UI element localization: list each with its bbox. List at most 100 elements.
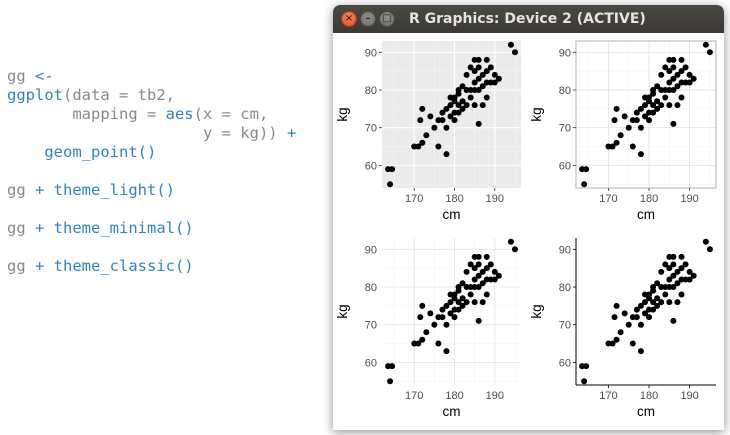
data-point <box>415 143 422 150</box>
x-tick-label: 170 <box>599 193 617 205</box>
y-tick-label: 80 <box>559 85 571 97</box>
data-point <box>682 64 689 71</box>
x-axis-title: cm <box>637 404 655 419</box>
data-point <box>479 83 486 90</box>
data-point <box>423 132 430 139</box>
y-tick-label: 60 <box>559 357 571 369</box>
data-point <box>650 102 657 109</box>
data-point <box>389 166 396 173</box>
y-axis-title: kg <box>529 304 544 318</box>
code-line: gg + theme_minimal() <box>7 219 194 238</box>
y-tick-label: 90 <box>559 47 571 59</box>
data-point <box>609 340 616 347</box>
data-point <box>459 83 466 90</box>
data-point <box>439 314 446 321</box>
plot-canvas: 170 180 190 60 70 80 90 cm kg 170 180 190 60 70 80 90 cm… <box>333 33 724 430</box>
data-point <box>431 124 438 131</box>
data-point <box>419 139 426 146</box>
data-point <box>674 299 681 306</box>
code-token: <- <box>35 67 54 85</box>
data-point <box>491 276 498 283</box>
data-point <box>678 56 685 63</box>
data-point <box>611 314 618 321</box>
code-token: aes <box>165 105 194 123</box>
data-point <box>479 299 486 306</box>
code-line: gg <- <box>7 67 54 86</box>
code-token: + theme_light() <box>35 181 175 199</box>
data-point <box>447 102 454 109</box>
data-point <box>646 94 653 101</box>
data-point <box>641 299 648 306</box>
data-point <box>419 105 426 112</box>
data-point <box>666 276 673 283</box>
x-tick-label: 190 <box>486 390 504 402</box>
data-point <box>471 276 478 283</box>
data-point <box>511 49 518 56</box>
data-point <box>435 340 442 347</box>
data-point <box>670 261 677 268</box>
data-point <box>654 295 661 302</box>
data-point <box>666 299 673 306</box>
data-point <box>611 117 618 124</box>
data-point <box>387 181 394 188</box>
data-point <box>658 102 665 109</box>
data-point <box>646 314 653 321</box>
data-point <box>658 299 665 306</box>
data-point <box>674 280 681 287</box>
data-point <box>654 302 661 309</box>
data-point <box>650 284 657 290</box>
data-point <box>431 321 438 328</box>
data-point <box>475 284 482 290</box>
data-point <box>633 314 640 321</box>
maximize-icon[interactable]: □ <box>379 11 395 27</box>
data-point <box>443 302 450 309</box>
data-point <box>451 94 458 101</box>
data-point <box>471 265 478 272</box>
minimize-icon[interactable]: – <box>360 11 376 27</box>
data-point <box>491 71 498 78</box>
x-tick-label: 180 <box>640 193 658 205</box>
data-point <box>670 120 677 127</box>
data-point <box>609 143 616 150</box>
data-point <box>491 268 498 275</box>
data-point <box>459 295 466 302</box>
data-point <box>447 299 454 306</box>
data-point <box>427 310 434 317</box>
y-axis-title: kg <box>335 304 350 318</box>
data-point <box>451 314 458 321</box>
data-point <box>670 272 677 279</box>
y-axis-title: kg <box>335 107 350 121</box>
data-point <box>447 310 454 317</box>
y-tick-label: 60 <box>365 357 377 369</box>
data-point <box>495 75 502 82</box>
x-tick-label: 180 <box>640 390 658 402</box>
data-point <box>417 117 424 124</box>
data-point <box>617 329 624 336</box>
panel-border <box>575 40 717 189</box>
scatter-plot-minimal: 170 180 190 60 70 80 90 cm kg <box>335 238 521 419</box>
data-point <box>447 113 454 120</box>
data-point <box>670 284 677 290</box>
data-point <box>487 261 494 268</box>
data-point <box>670 317 677 324</box>
data-point <box>483 56 490 63</box>
x-tick-label: 190 <box>680 193 698 205</box>
data-point <box>706 49 713 56</box>
data-point <box>581 378 588 385</box>
y-tick-label: 90 <box>559 244 571 256</box>
window-titlebar[interactable]: × – □ R Graphics: Device 2 (ACTIVE) <box>333 5 724 33</box>
data-point <box>495 272 502 279</box>
data-point <box>475 64 482 71</box>
data-point <box>629 143 636 150</box>
data-point <box>479 280 486 287</box>
data-point <box>483 291 490 298</box>
data-point <box>670 64 677 71</box>
window-title: R Graphics: Device 2 (ACTIVE) <box>409 11 646 27</box>
close-icon[interactable]: × <box>341 11 357 27</box>
data-point <box>467 291 474 298</box>
x-tick-label: 170 <box>405 390 423 402</box>
x-tick-label: 180 <box>445 193 463 205</box>
code-line: gg + theme_light() <box>7 181 175 200</box>
x-tick-label: 170 <box>599 390 617 402</box>
graphics-window[interactable]: × – □ R Graphics: Device 2 (ACTIVE) 170 1… <box>333 5 724 430</box>
